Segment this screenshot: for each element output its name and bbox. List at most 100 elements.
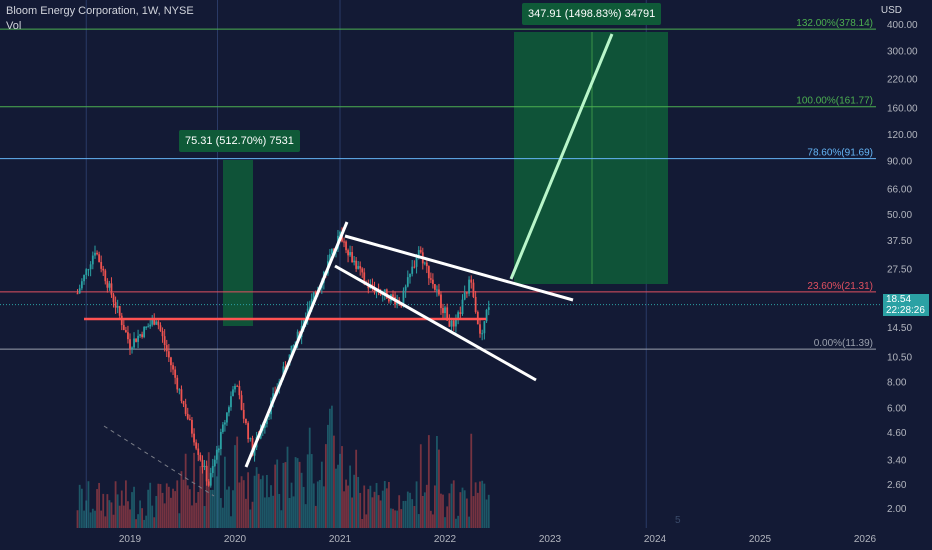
x-tick-label: 2021 (329, 534, 352, 545)
volume-bar (394, 510, 396, 528)
time-axis[interactable]: 2019 2020 2021 2022 2023 2024 2025 2026 (119, 534, 877, 545)
volume-bar (203, 506, 206, 528)
candle-body (470, 279, 473, 283)
symbol-title[interactable]: Bloom Energy Corporation, 1W, NYSE (6, 5, 194, 17)
volume-bar (335, 468, 337, 528)
volume-bar (199, 466, 202, 528)
candle-body (122, 325, 125, 331)
volume-bar (172, 488, 174, 528)
candle-body (131, 347, 133, 349)
candle-body (387, 298, 390, 302)
volume-bar (379, 500, 382, 528)
candle-body (215, 449, 218, 460)
y-tick-label: 400.00 (887, 20, 918, 31)
candle-body (83, 274, 85, 282)
volume-bar (266, 475, 268, 528)
candle-body (359, 266, 362, 269)
candle-body (353, 260, 356, 263)
candle-body (310, 298, 313, 307)
candle-body (463, 292, 466, 300)
candle-body (363, 272, 366, 283)
candle-body (153, 319, 156, 325)
candle-body (135, 338, 137, 342)
volume-bar (461, 487, 464, 528)
y-tick-label: 220.00 (887, 75, 918, 86)
volume-bar (145, 515, 148, 528)
candle-body (429, 278, 432, 280)
candle-body (159, 325, 162, 332)
volume-bar (143, 519, 146, 528)
candle-body (272, 393, 274, 401)
dashed-trend-line (103, 425, 215, 497)
candle-body (147, 326, 150, 328)
candle-body (442, 308, 444, 314)
candle-body (302, 320, 305, 326)
volume-bar (178, 513, 181, 528)
volume-bar (470, 433, 473, 528)
candle-body (438, 289, 440, 295)
candle-body (425, 262, 428, 267)
y-tick-label: 160.00 (887, 104, 918, 115)
candle-body (96, 252, 98, 255)
volume-bar (359, 492, 362, 528)
volume-bar (353, 474, 356, 528)
candle-body (199, 454, 202, 460)
volume-bar (468, 516, 470, 528)
volume-bar (459, 492, 462, 528)
candle-body (392, 294, 394, 297)
volume-bar (211, 489, 214, 528)
volume-bar (286, 446, 289, 528)
y-tick-label: 2.60 (887, 480, 907, 491)
candle-body (180, 389, 183, 402)
candle-body (219, 431, 222, 450)
volume-bar (201, 462, 204, 528)
candle-body (182, 401, 185, 405)
candle-body (242, 409, 245, 419)
volume-bar (122, 505, 125, 528)
volume-bar (182, 479, 185, 528)
candle-body (106, 281, 109, 288)
volume-bar (450, 483, 453, 528)
candle-body (165, 345, 168, 352)
candle-body (78, 288, 81, 294)
volume-bar (396, 510, 399, 528)
volume-bar (191, 505, 193, 528)
volume-bar (167, 486, 170, 528)
volume-bar (452, 480, 455, 528)
volume-bar (400, 509, 403, 528)
y-tick-label: 27.50 (887, 265, 912, 276)
candle-body (431, 279, 434, 285)
volume-bar (351, 497, 354, 528)
volume-bar (300, 472, 303, 528)
candle-body (172, 365, 174, 370)
volume-bar (320, 461, 323, 528)
candle-body (112, 294, 115, 303)
candle-body (253, 447, 256, 456)
volume-bar (76, 510, 79, 528)
volume-bar (238, 482, 241, 528)
y-tick-label: 50.00 (887, 210, 912, 221)
candle-body (446, 307, 449, 321)
volume-bar (213, 463, 216, 528)
volume-bar (263, 497, 266, 528)
volume-bar (308, 427, 311, 528)
candle-body (118, 306, 121, 316)
upper-target-box (514, 32, 668, 284)
volume-bar (120, 490, 123, 528)
y-tick-label: 2.00 (887, 504, 907, 515)
price-axis[interactable]: 400.00 300.00 220.00 160.00 120.00 90.00 66.00… (887, 20, 918, 515)
volume-bar (137, 514, 139, 528)
candle-body (312, 292, 315, 299)
candle-body (197, 448, 200, 455)
candle-body (161, 331, 164, 337)
volume-bar (261, 475, 264, 528)
volume-bar (485, 499, 488, 528)
volume-bar (355, 449, 358, 528)
volume-bar (100, 510, 103, 528)
x-tick-label: 2022 (434, 534, 457, 545)
volume-bar (472, 496, 475, 528)
candle-body (419, 250, 422, 253)
candle-body (404, 286, 407, 291)
candle-body (174, 369, 177, 378)
